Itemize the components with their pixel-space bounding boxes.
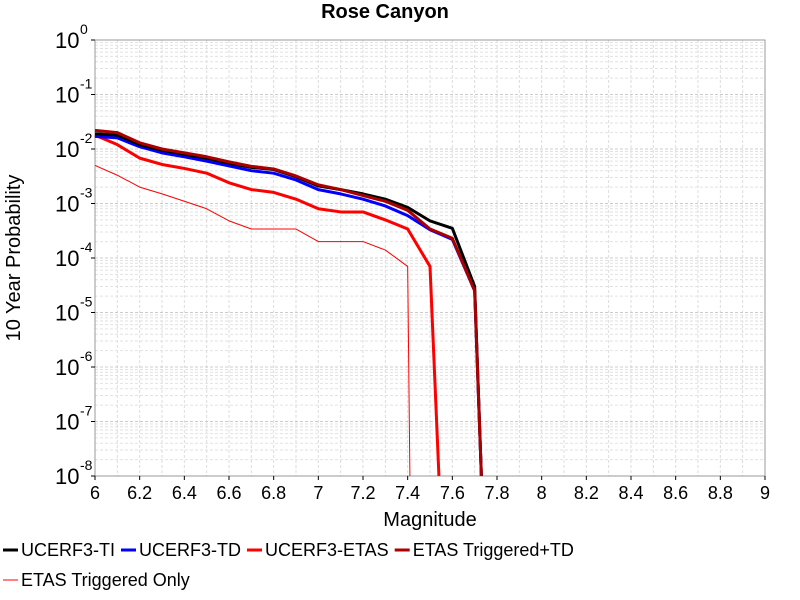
y-axis-label: 10 Year Probability — [3, 175, 25, 342]
y-tick-label: 10 — [55, 355, 79, 380]
x-tick-label: 7.2 — [350, 483, 375, 503]
y-tick-label: 10 — [55, 83, 79, 108]
legend-label-etas-triggered-td: ETAS Triggered+TD — [413, 540, 574, 560]
x-tick-label: 6 — [90, 483, 100, 503]
legend-label-ucerf3-etas: UCERF3-ETAS — [265, 540, 389, 560]
x-tick-label: 8.2 — [574, 483, 599, 503]
y-tick-label: 10 — [55, 410, 79, 435]
y-tick-label: 10 — [55, 28, 79, 53]
y-tick-label: 10 — [55, 246, 79, 271]
y-tick-exponent: -7 — [80, 403, 93, 419]
x-tick-label: 8.6 — [663, 483, 688, 503]
y-tick-exponent: -5 — [80, 294, 93, 310]
x-tick-label: 6.8 — [261, 483, 286, 503]
y-tick-exponent: -3 — [80, 185, 93, 201]
legend-label-etas-triggered-only: ETAS Triggered Only — [21, 570, 190, 590]
y-tick-label: 10 — [55, 301, 79, 326]
grid — [94, 40, 766, 477]
series-layer — [94, 128, 483, 477]
x-tick-label: 8 — [537, 483, 547, 503]
y-tick-exponent: -8 — [80, 457, 93, 473]
x-tick-label: 6.4 — [172, 483, 197, 503]
y-tick-exponent: -2 — [80, 130, 93, 146]
x-tick-label: 7 — [313, 483, 323, 503]
y-tick-exponent: -1 — [80, 76, 93, 92]
legend-label-ucerf3-td: UCERF3-TD — [139, 540, 241, 560]
x-axis-label: Magnitude — [383, 509, 476, 531]
chart-title: Rose Canyon — [321, 1, 449, 23]
x-tick-label: 9 — [760, 483, 770, 503]
y-tick-exponent: -6 — [80, 348, 93, 364]
x-tick-label: 8.8 — [708, 483, 733, 503]
y-tick-label: 10 — [55, 192, 79, 217]
x-tick-label: 7.4 — [395, 483, 420, 503]
series-line-ucerf3-etas — [94, 133, 441, 477]
y-tick-label: 10 — [55, 137, 79, 162]
series-line-ucerf3-ti — [94, 132, 483, 477]
y-tick-exponent: 0 — [80, 21, 88, 37]
y-tick-exponent: -4 — [80, 239, 93, 255]
series-line-etas-triggered-only — [94, 164, 411, 477]
x-tick-label: 6.2 — [127, 483, 152, 503]
x-tick-label: 8.4 — [618, 483, 643, 503]
x-tick-label: 6.6 — [216, 483, 241, 503]
y-tick-label: 10 — [55, 464, 79, 489]
x-tick-label: 7.6 — [440, 483, 465, 503]
x-axis-ticks: 6 6.2 6.4 6.6 6.8 7 7.2 7.4 7.6 7.8 8 8.2 8.4 8.6 8.8 9 — [90, 476, 770, 503]
x-tick-label: 7.8 — [484, 483, 509, 503]
legend-label-ucerf3-ti: UCERF3-TI — [21, 540, 115, 560]
legend: UCERF3-TI UCERF3-TD UCERF3-ETAS ETAS Trigge… — [3, 540, 574, 590]
series-line-etas-triggered-td — [94, 128, 483, 477]
